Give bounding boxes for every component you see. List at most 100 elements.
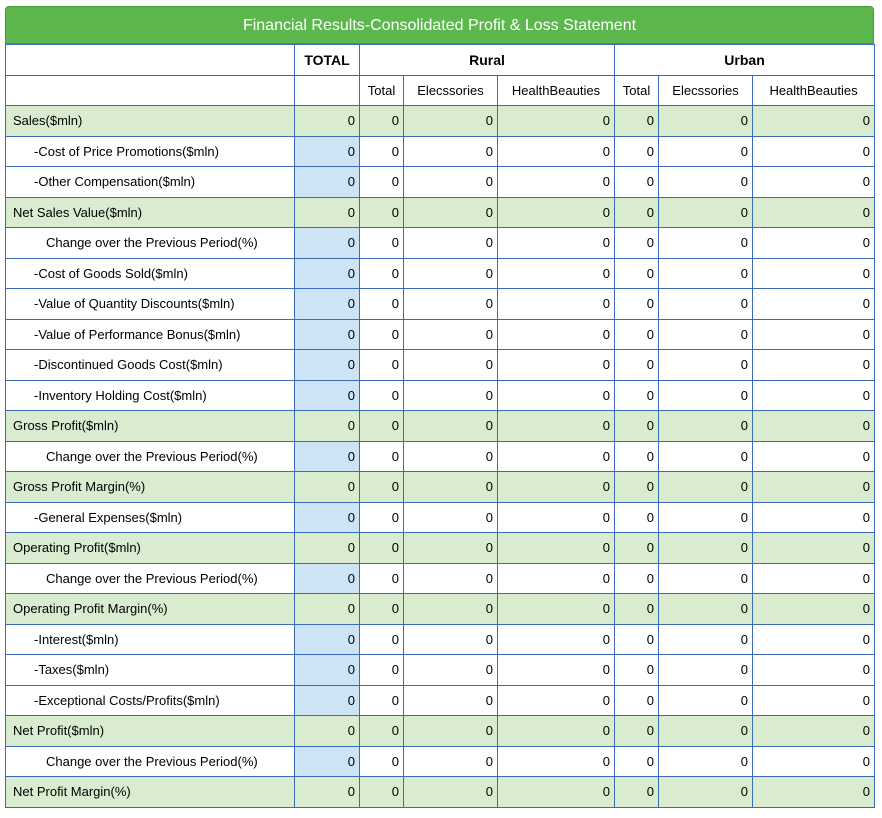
table-row: -Discontinued Goods Cost($mln) 0 0 0 0 0 0 0	[5, 349, 876, 381]
value-cell: 0	[658, 562, 754, 594]
value-cell: 0	[403, 471, 498, 503]
table-row: Change over the Previous Period(%) 0 0 0 0 0 0…	[5, 227, 876, 259]
value-cell: 0	[403, 105, 498, 137]
value-cell: 0	[614, 593, 660, 625]
value-cell: 0	[752, 471, 876, 503]
value-cell: 0	[614, 440, 660, 472]
value-cell: 0	[294, 227, 360, 259]
value-cell: 0	[403, 257, 498, 289]
value-cell: 0	[359, 440, 404, 472]
value-cell: 0	[359, 288, 404, 320]
value-cell: 0	[403, 166, 498, 198]
value-cell: 0	[752, 562, 876, 594]
value-cell: 0	[658, 135, 754, 167]
value-cell: 0	[752, 257, 876, 289]
value-cell: 0	[658, 623, 754, 655]
value-cell: 0	[614, 379, 660, 411]
value-cell: 0	[752, 135, 876, 167]
value-cell: 0	[294, 471, 360, 503]
value-cell: 0	[359, 715, 404, 747]
value-cell: 0	[496, 715, 616, 747]
value-cell: 0	[403, 227, 498, 259]
value-cell: 0	[294, 318, 360, 350]
value-cell: 0	[294, 257, 360, 289]
value-cell: 0	[294, 654, 360, 686]
value-cell: 0	[496, 105, 616, 137]
row-label: -Cost of Goods Sold($mln)	[5, 257, 295, 289]
value-cell: 0	[496, 471, 616, 503]
value-cell: 0	[614, 349, 660, 381]
value-cell: 0	[614, 532, 660, 564]
value-cell: 0	[496, 440, 616, 472]
value-cell: 0	[359, 776, 404, 808]
value-cell: 0	[403, 440, 498, 472]
value-cell: 0	[752, 349, 876, 381]
value-cell: 0	[496, 745, 616, 777]
header-urban-total: Total	[614, 75, 660, 106]
value-cell: 0	[752, 593, 876, 625]
value-cell: 0	[359, 593, 404, 625]
value-cell: 0	[658, 440, 754, 472]
value-cell: 0	[658, 715, 754, 747]
value-cell: 0	[294, 562, 360, 594]
value-cell: 0	[614, 318, 660, 350]
value-cell: 0	[403, 379, 498, 411]
statement-title: Financial Results-Consolidated Profit & …	[5, 6, 874, 44]
value-cell: 0	[294, 379, 360, 411]
value-cell: 0	[294, 288, 360, 320]
value-cell: 0	[294, 349, 360, 381]
row-label: Operating Profit Margin(%)	[5, 593, 295, 625]
header-row-groups: TOTAL Rural Urban	[5, 44, 876, 76]
value-cell: 0	[496, 318, 616, 350]
value-cell: 0	[359, 410, 404, 442]
table-row: Change over the Previous Period(%) 0 0 0 0 0 0…	[5, 562, 876, 594]
table-row: Gross Profit($mln) 0 0 0 0 0 0 0	[5, 410, 876, 442]
value-cell: 0	[496, 593, 616, 625]
value-cell: 0	[658, 654, 754, 686]
value-cell: 0	[403, 532, 498, 564]
value-cell: 0	[658, 776, 754, 808]
table-row: -General Expenses($mln) 0 0 0 0 0 0 0	[5, 501, 876, 533]
header-rural-elecssories: Elecssories	[403, 75, 498, 106]
value-cell: 0	[658, 166, 754, 198]
row-label: Change over the Previous Period(%)	[5, 227, 295, 259]
value-cell: 0	[294, 776, 360, 808]
value-cell: 0	[496, 288, 616, 320]
value-cell: 0	[752, 227, 876, 259]
table-row: Net Profit Margin(%) 0 0 0 0 0 0 0	[5, 776, 876, 808]
value-cell: 0	[496, 654, 616, 686]
value-cell: 0	[294, 166, 360, 198]
value-cell: 0	[752, 776, 876, 808]
pl-table: TOTAL Rural Urban Total Elecssories Heal…	[5, 44, 876, 808]
value-cell: 0	[658, 684, 754, 716]
value-cell: 0	[614, 501, 660, 533]
row-label: Operating Profit($mln)	[5, 532, 295, 564]
value-cell: 0	[614, 471, 660, 503]
value-cell: 0	[496, 562, 616, 594]
value-cell: 0	[658, 288, 754, 320]
value-cell: 0	[496, 257, 616, 289]
table-row: Operating Profit Margin(%) 0 0 0 0 0 0 0	[5, 593, 876, 625]
value-cell: 0	[359, 623, 404, 655]
row-label: Gross Profit($mln)	[5, 410, 295, 442]
header-urban-healthbeauties: HealthBeauties	[752, 75, 876, 106]
pl-statement: Financial Results-Consolidated Profit & …	[5, 6, 876, 808]
row-label: Net Profit Margin(%)	[5, 776, 295, 808]
value-cell: 0	[359, 105, 404, 137]
row-label: Change over the Previous Period(%)	[5, 745, 295, 777]
value-cell: 0	[294, 593, 360, 625]
value-cell: 0	[496, 623, 616, 655]
header-blank	[5, 75, 295, 106]
value-cell: 0	[403, 715, 498, 747]
value-cell: 0	[496, 776, 616, 808]
value-cell: 0	[658, 379, 754, 411]
value-cell: 0	[359, 135, 404, 167]
row-label: -Cost of Price Promotions($mln)	[5, 135, 295, 167]
value-cell: 0	[752, 318, 876, 350]
value-cell: 0	[614, 623, 660, 655]
value-cell: 0	[403, 623, 498, 655]
value-cell: 0	[752, 440, 876, 472]
value-cell: 0	[403, 349, 498, 381]
value-cell: 0	[359, 166, 404, 198]
value-cell: 0	[359, 257, 404, 289]
